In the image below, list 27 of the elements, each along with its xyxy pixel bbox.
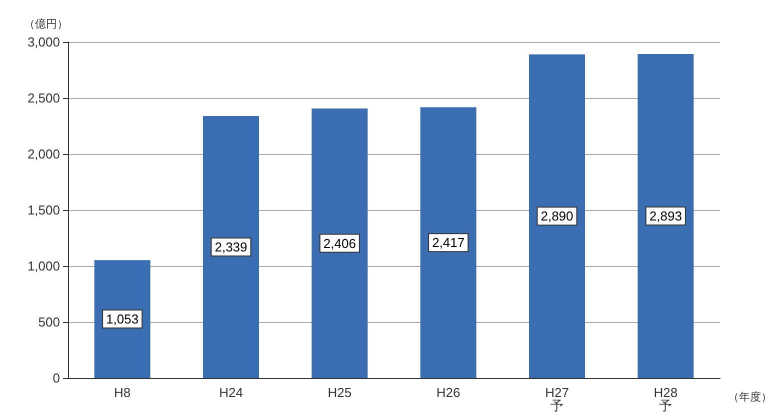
data-label: 2,893 [649,208,682,224]
y-tick-label: 2,000 [27,146,60,162]
x-tick-label: H28 予 [654,385,678,413]
data-label: 2,417 [432,235,465,250]
bar [203,116,259,378]
y-tick-label: 2,500 [27,90,60,106]
y-axis-title: （億円） [24,18,68,30]
bar [638,54,694,378]
x-tick-label: H27 予 [545,385,569,413]
x-tick-label: H25 [328,385,352,400]
data-label: 2,339 [214,240,248,255]
bar [94,260,150,378]
y-tick-label: 500 [38,314,60,330]
bar [529,54,585,378]
bar [420,107,476,378]
x-tick-label: H24 [219,385,243,400]
data-label: 2,890 [540,208,574,224]
x-axis-title: （年度） [728,390,772,404]
x-tick-label: H26 [436,385,460,400]
data-label: 2,406 [323,236,356,251]
y-tick-label: 1,500 [27,202,60,218]
bar [312,108,368,378]
data-label: 1,053 [106,312,139,327]
y-tick-label: 3,000 [27,34,60,50]
x-tick-label: H8 [114,385,131,400]
y-tick-label: 1,000 [27,258,60,274]
y-tick-label: 0 [52,370,60,386]
